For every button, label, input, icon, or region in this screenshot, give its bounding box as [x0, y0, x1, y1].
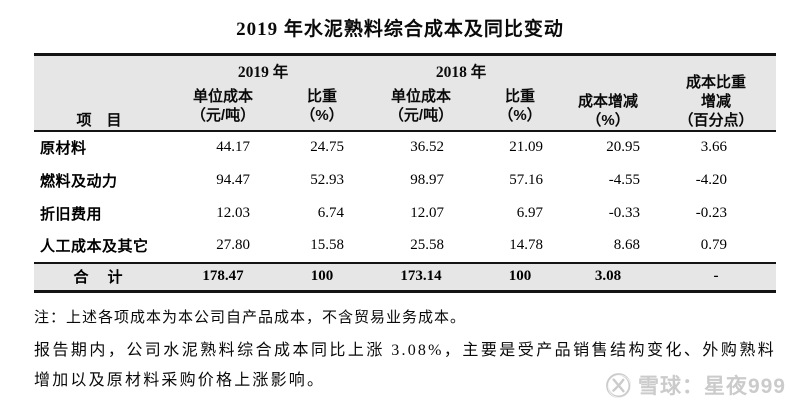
- cell-share-change: -0.23: [656, 196, 777, 230]
- col-header-unit-cost-2018: 单位成本 （元/吨）: [362, 81, 481, 131]
- cell-cost-change: -4.55: [560, 163, 657, 197]
- table-title: 2019 年水泥熟料综合成本及同比变动: [236, 19, 564, 40]
- cell-share-change: 3.66: [656, 130, 777, 164]
- table-header: 项 目 2019 年 2018 年 成本增减 （%） 成本比重 增减 （百分点）…: [34, 54, 777, 131]
- table-row: 燃料及动力 94.47 52.93 98.97 57.16 -4.55 -4.2…: [34, 163, 777, 197]
- watermark: 雪球：星夜999: [605, 370, 786, 400]
- cell-cost-2019: 27.80: [164, 229, 282, 263]
- share-change-label-1: 成本比重: [686, 73, 747, 91]
- table-total-row: 合 计 178.47 100 173.14 100 3.08 -: [34, 261, 777, 292]
- row-label: 原材料: [34, 130, 164, 164]
- cell-share-change: -: [656, 261, 777, 292]
- cell-share-2019: 15.58: [282, 229, 363, 263]
- xueqiu-snowball-icon: [605, 372, 632, 399]
- table-row: 人工成本及其它 27.80 15.58 25.58 14.78 8.68 0.7…: [34, 229, 777, 263]
- cell-share-2018: 21.09: [480, 130, 561, 164]
- cost-change-unit: （%）: [586, 111, 630, 129]
- cell-share-2019: 100: [282, 261, 363, 292]
- cell-share-change: -4.20: [656, 163, 777, 197]
- cell-share-2018: 57.16: [480, 163, 561, 197]
- table-row: 折旧费用 12.03 6.74 12.07 6.97 -0.33 -0.23: [34, 196, 777, 230]
- cost-change-label: 成本增减: [578, 92, 639, 110]
- cell-share-2018: 100: [480, 261, 561, 292]
- cell-share-2018: 6.97: [480, 196, 561, 230]
- col-header-cost-change: 成本增减 （%）: [560, 54, 657, 131]
- col-header-share-2018: 比重 （%）: [480, 81, 561, 131]
- share-change-unit: （百分点）: [678, 111, 754, 129]
- col-header-share-change: 成本比重 增减 （百分点）: [656, 54, 777, 131]
- cell-cost-2019: 94.47: [164, 163, 282, 197]
- cell-cost-2019: 12.03: [164, 196, 282, 230]
- share-change-label-2: 增减: [701, 92, 732, 110]
- cell-cost-2018: 25.58: [362, 229, 481, 263]
- watermark-label: 雪球：星夜999: [637, 375, 786, 398]
- cell-cost-2018: 173.14: [362, 261, 481, 292]
- cell-share-change: 0.79: [656, 229, 777, 263]
- table-footnote: 注：上述各项成本为本公司自产品成本，不含贸易业务成本。: [34, 310, 467, 326]
- col-header-group-2018: 2018 年: [362, 54, 561, 82]
- table-row: 原材料 44.17 24.75 36.52 21.09 20.95 3.66: [34, 130, 777, 164]
- col-header-unit-cost-2019: 单位成本 （元/吨）: [164, 81, 282, 131]
- row-label: 燃料及动力: [34, 163, 164, 197]
- cell-cost-2018: 36.52: [362, 130, 481, 164]
- cell-cost-2018: 12.07: [362, 196, 481, 230]
- cell-cost-change: 20.95: [560, 130, 657, 164]
- report-paragraph: 报告期内，公司水泥熟料综合成本同比上涨 3.08%，主要是受产品销售结构变化、外…: [34, 342, 776, 389]
- col-header-group-2019: 2019 年: [164, 54, 363, 82]
- cell-cost-change: -0.33: [560, 196, 657, 230]
- cell-cost-2019: 178.47: [164, 261, 282, 292]
- col-header-share-2019: 比重 （%）: [282, 81, 363, 131]
- cost-table: 项 目 2019 年 2018 年 成本增减 （%） 成本比重 增减 （百分点）…: [34, 53, 777, 293]
- cell-cost-2019: 44.17: [164, 130, 282, 164]
- col-header-item: 项 目: [34, 54, 164, 131]
- cell-share-2018: 14.78: [480, 229, 561, 263]
- row-label: 人工成本及其它: [34, 229, 164, 263]
- row-label: 折旧费用: [34, 196, 164, 230]
- cell-cost-change: 8.68: [560, 229, 657, 263]
- cell-cost-change: 3.08: [560, 261, 657, 292]
- total-label: 合 计: [34, 261, 164, 292]
- cell-cost-2018: 98.97: [362, 163, 481, 197]
- cell-share-2019: 24.75: [282, 130, 363, 164]
- cell-share-2019: 52.93: [282, 163, 363, 197]
- cell-share-2019: 6.74: [282, 196, 363, 230]
